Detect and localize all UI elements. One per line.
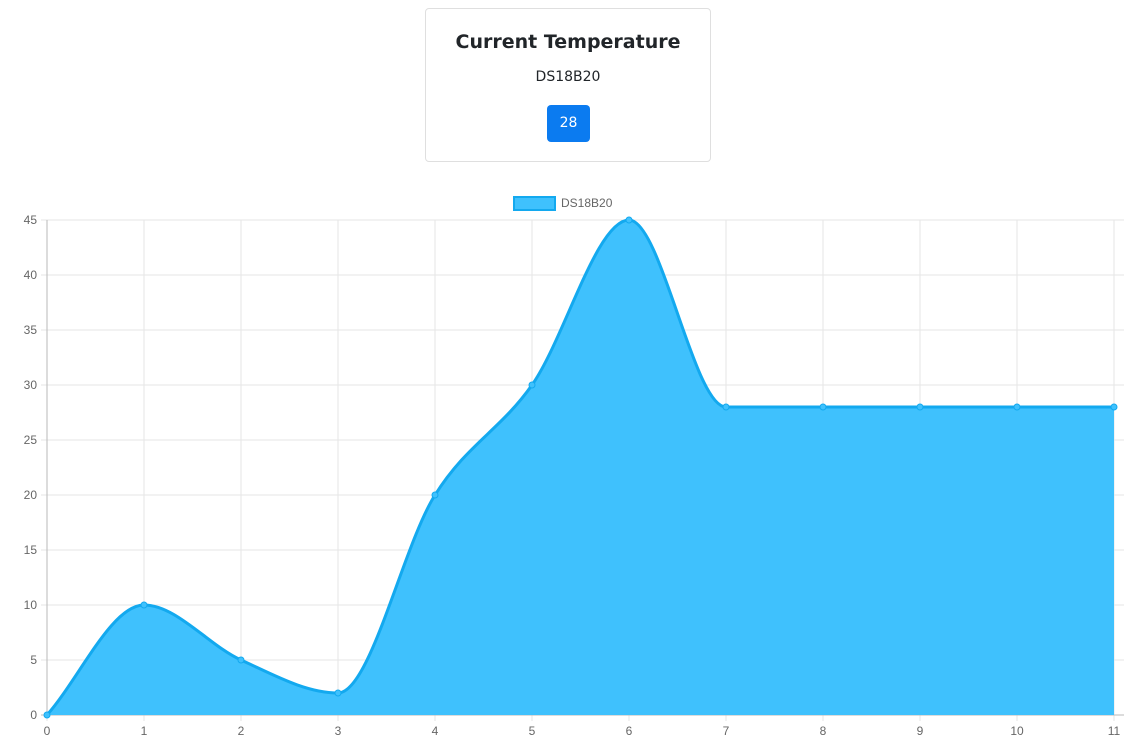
- y-tick-label: 5: [30, 653, 37, 667]
- card-title: Current Temperature: [455, 31, 681, 53]
- y-tick-label: 45: [24, 213, 38, 227]
- data-point: [140, 601, 148, 609]
- data-point: [334, 689, 342, 697]
- area-fill-ds18b20: [47, 220, 1114, 715]
- data-point: [237, 656, 245, 664]
- x-tick-label: 5: [529, 724, 536, 738]
- legend-swatch: [513, 196, 556, 211]
- data-point: [528, 381, 536, 389]
- x-tick-label: 11: [1108, 724, 1121, 738]
- data-point: [916, 403, 924, 411]
- y-tick-label: 15: [24, 543, 38, 557]
- x-tick-label: 6: [626, 724, 633, 738]
- series-line-ds18b20: [45, 218, 1114, 716]
- y-tick-label: 40: [24, 268, 38, 282]
- temperature-card: Current Temperature DS18B20 28: [425, 8, 711, 162]
- y-tick-label: 10: [24, 598, 38, 612]
- data-point: [431, 491, 439, 499]
- x-tick-label: 7: [723, 724, 730, 738]
- data-point: [625, 216, 633, 224]
- x-tick-label: 10: [1010, 724, 1024, 738]
- x-tick-label: 9: [917, 724, 924, 738]
- data-point: [1013, 403, 1021, 411]
- data-point: [722, 403, 730, 411]
- temperature-value-badge[interactable]: 28: [547, 105, 590, 142]
- data-point: [1110, 403, 1118, 411]
- y-tick-label: 35: [24, 323, 38, 337]
- data-point: [43, 711, 51, 719]
- y-tick-label: 25: [24, 433, 38, 447]
- x-tick-label: 1: [141, 724, 148, 738]
- x-tick-label: 4: [432, 724, 439, 738]
- y-tick-label: 30: [24, 378, 38, 392]
- y-tick-label: 20: [24, 488, 38, 502]
- x-tick-label: 3: [335, 724, 342, 738]
- legend-label: DS18B20: [561, 196, 613, 210]
- x-tick-label: 8: [820, 724, 827, 738]
- y-tick-label: 0: [30, 708, 37, 722]
- sensor-name: DS18B20: [535, 69, 601, 85]
- data-point: [819, 403, 827, 411]
- x-tick-label: 2: [238, 724, 245, 738]
- x-tick-label: 0: [44, 724, 51, 738]
